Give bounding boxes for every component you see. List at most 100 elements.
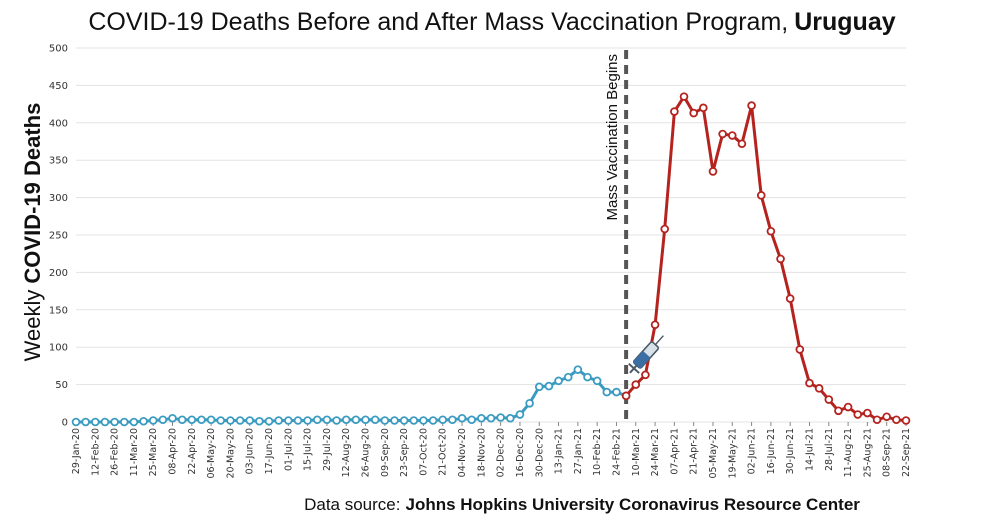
x-tick-label: 09-Sep-20 — [380, 428, 391, 477]
data-point — [226, 416, 235, 425]
x-tick-label: 16-Jun-21 — [766, 428, 777, 474]
y-tick-label: 450 — [49, 81, 68, 92]
data-point — [187, 415, 197, 425]
y-tick-label: 350 — [49, 156, 68, 167]
data-point — [863, 408, 872, 418]
x-tick-label: 01-Jul-20 — [283, 428, 294, 471]
data-point — [892, 415, 901, 425]
data-point — [322, 415, 332, 425]
data-point — [274, 416, 283, 425]
data-point — [515, 410, 525, 419]
x-tick-label: 18-Nov-20 — [476, 428, 487, 477]
data-point — [670, 107, 679, 116]
x-tick-label: 27-Jan-21 — [573, 428, 584, 474]
data-point — [612, 387, 621, 397]
data-point — [457, 413, 467, 423]
x-tick-label: 25-Aug-21 — [862, 428, 873, 477]
data-point — [699, 103, 708, 113]
data-point — [419, 416, 428, 425]
y-tick-label: 0 — [62, 418, 68, 429]
data-point — [438, 415, 448, 425]
data-point — [467, 415, 476, 425]
data-point — [641, 370, 650, 380]
data-point — [824, 395, 834, 404]
data-point — [573, 365, 583, 374]
y-tick-label: 50 — [55, 380, 68, 391]
data-point — [284, 416, 293, 425]
data-point — [177, 415, 187, 425]
x-tick-label: 10-Feb-21 — [592, 428, 603, 476]
x-tick-label: 26-Aug-20 — [361, 428, 372, 477]
vaccination-marker-label: Mass Vaccination Begins — [604, 54, 621, 220]
x-tick-label: 22-Apr-20 — [187, 428, 198, 475]
data-point — [718, 129, 727, 139]
x-tick-label: 16-Dec-20 — [515, 428, 526, 477]
data-point — [81, 417, 90, 427]
data-point — [602, 387, 612, 397]
data-source-prefix: Data source: — [304, 495, 400, 514]
x-tick-label: 15-Jul-20 — [303, 428, 314, 471]
x-tick-label: 05-May-21 — [708, 428, 719, 479]
data-point — [168, 413, 177, 423]
data-point — [428, 416, 438, 425]
chart-title-main: COVID-19 Deaths Before and After Mass Va… — [88, 8, 788, 36]
data-point — [119, 417, 129, 427]
data-point — [312, 415, 322, 425]
data-point — [303, 416, 312, 425]
data-point — [727, 131, 737, 140]
data-point — [534, 382, 544, 392]
y-tick-label: 400 — [49, 118, 68, 129]
x-tick-label: 28-Jul-21 — [824, 428, 835, 471]
x-tick-label: 13-Jan-21 — [554, 428, 565, 474]
data-point — [390, 416, 399, 425]
series-1 — [71, 365, 631, 427]
data-series — [71, 92, 911, 427]
data-point — [689, 108, 698, 118]
data-point — [756, 191, 766, 200]
data-point — [409, 416, 419, 425]
data-point — [100, 417, 110, 427]
data-point — [525, 398, 534, 408]
data-point — [583, 372, 592, 382]
x-tick-label: 02-Dec-20 — [496, 428, 507, 477]
x-tick-label: 03-Jun-20 — [245, 428, 256, 474]
x-tick-label: 22-Sep-21 — [901, 428, 912, 477]
data-point — [380, 416, 390, 425]
x-tick-label: 02-Jun-21 — [747, 428, 758, 474]
chart-title: COVID-19 Deaths Before and After Mass Va… — [88, 8, 895, 36]
data-point — [370, 415, 380, 425]
data-point — [901, 416, 911, 425]
x-tick-label: 06-May-20 — [206, 428, 217, 479]
data-point — [554, 376, 563, 386]
data-point — [197, 415, 206, 425]
x-tick-label: 08-Sep-21 — [882, 428, 893, 477]
data-point — [506, 413, 515, 423]
data-point — [563, 372, 573, 382]
x-tick-label: 30-Jun-21 — [785, 428, 796, 474]
data-point — [882, 412, 891, 422]
y-tick-label: 200 — [49, 268, 68, 279]
data-point — [814, 384, 824, 393]
data-point — [341, 415, 351, 425]
y-tick-label: 300 — [49, 193, 68, 204]
data-point — [158, 415, 168, 425]
data-point — [91, 417, 100, 427]
x-tick-label: 30-Dec-20 — [534, 428, 545, 477]
data-point — [235, 416, 245, 425]
x-tick-label: 11-Aug-21 — [843, 428, 854, 477]
data-point — [477, 413, 486, 423]
data-point — [631, 380, 641, 389]
data-point — [496, 413, 505, 422]
data-point — [805, 378, 814, 388]
data-source-name: Johns Hopkins University Coronavirus Res… — [405, 495, 860, 514]
data-point — [766, 226, 776, 236]
data-point — [834, 406, 843, 416]
data-point — [71, 417, 81, 427]
data-point — [245, 416, 255, 425]
x-tick-label: 24-Feb-21 — [611, 428, 622, 476]
data-point — [129, 417, 139, 427]
x-tick-label: 21-Oct-20 — [438, 428, 449, 476]
x-tick-label: 29-Jan-20 — [71, 428, 82, 474]
y-axis-label-prefix: Weekly — [20, 290, 45, 362]
